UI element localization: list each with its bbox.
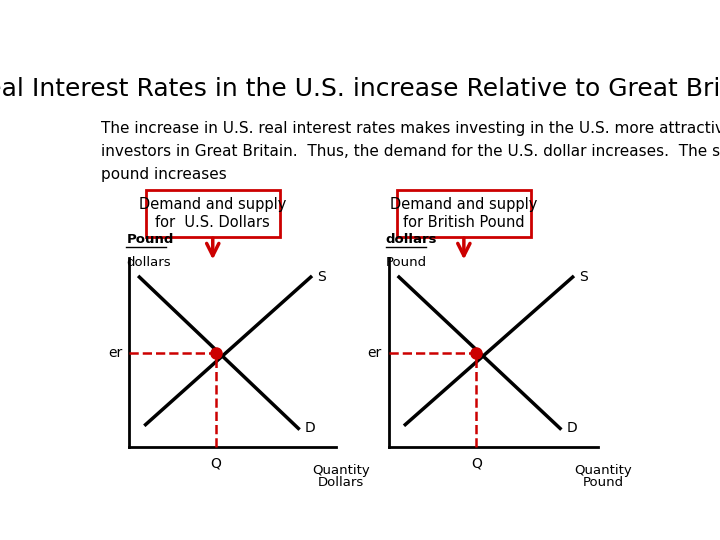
Text: S: S bbox=[318, 270, 326, 284]
Text: Quantity: Quantity bbox=[575, 464, 632, 477]
Text: er: er bbox=[368, 346, 382, 360]
Text: pound increases: pound increases bbox=[101, 167, 227, 181]
Text: dollars: dollars bbox=[386, 233, 437, 246]
Text: dollars: dollars bbox=[126, 256, 171, 269]
Text: Demand and supply
for British Pound: Demand and supply for British Pound bbox=[390, 197, 538, 230]
Text: D: D bbox=[567, 421, 577, 435]
Text: Dollars: Dollars bbox=[318, 476, 364, 489]
Text: Real Interest Rates in the U.S. increase Relative to Great Britain: Real Interest Rates in the U.S. increase… bbox=[0, 77, 720, 102]
Text: investors in Great Britain.  Thus, the demand for the U.S. dollar increases.  Th: investors in Great Britain. Thus, the de… bbox=[101, 144, 720, 159]
FancyBboxPatch shape bbox=[397, 190, 531, 238]
Text: Quantity: Quantity bbox=[312, 464, 370, 477]
Text: Pound: Pound bbox=[126, 233, 174, 246]
Text: S: S bbox=[580, 270, 588, 284]
Text: Q: Q bbox=[210, 456, 221, 470]
FancyBboxPatch shape bbox=[145, 190, 280, 238]
Text: D: D bbox=[305, 421, 316, 435]
Text: The increase in U.S. real interest rates makes investing in the U.S. more attrac: The increase in U.S. real interest rates… bbox=[101, 121, 720, 136]
Text: Q: Q bbox=[471, 456, 482, 470]
Text: Pound: Pound bbox=[582, 476, 624, 489]
Text: er: er bbox=[108, 346, 122, 360]
Text: Demand and supply
for  U.S. Dollars: Demand and supply for U.S. Dollars bbox=[139, 197, 287, 230]
Text: Pound: Pound bbox=[386, 256, 427, 269]
